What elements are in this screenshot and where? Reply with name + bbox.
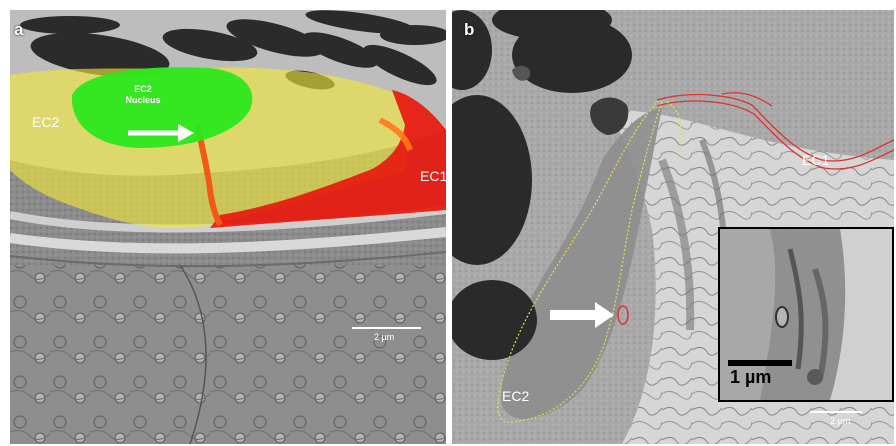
panel-letter-a: a bbox=[14, 20, 24, 39]
red-blood-cells-b bbox=[452, 10, 632, 360]
junction-marker bbox=[617, 305, 629, 325]
ec1-process bbox=[195, 124, 223, 227]
nucleus-overlay bbox=[71, 67, 253, 148]
inset-zoom: 1 µm bbox=[718, 227, 894, 402]
arrow-right-icon bbox=[550, 302, 614, 328]
label-ec2-b: EC2 bbox=[502, 388, 530, 404]
panel-b: 1 µm b EC1 EC2 2 µm bbox=[452, 10, 894, 444]
panel-a: a EC2 EC1 EC2 Nucleus 2 µm bbox=[10, 10, 446, 444]
label-ec1: EC1 bbox=[420, 168, 446, 184]
arrow-right-icon bbox=[128, 124, 194, 142]
ec1-outline bbox=[656, 93, 894, 162]
ec2-outline bbox=[497, 101, 663, 423]
panel-letter-b: b bbox=[464, 20, 475, 39]
panel-a-micrograph bbox=[10, 10, 446, 444]
label-ec2: EC2 bbox=[32, 114, 60, 130]
ec1-overlay bbox=[210, 90, 446, 228]
scale-label-b: 2 µm bbox=[830, 416, 851, 426]
inset-micrograph bbox=[720, 229, 892, 400]
inset-scale-label: 1 µm bbox=[730, 367, 772, 387]
scale-label-a: 2 µm bbox=[374, 332, 395, 342]
label-nucleus: EC2 Nucleus bbox=[125, 84, 161, 105]
label-ec1-b: EC1 bbox=[802, 152, 830, 168]
